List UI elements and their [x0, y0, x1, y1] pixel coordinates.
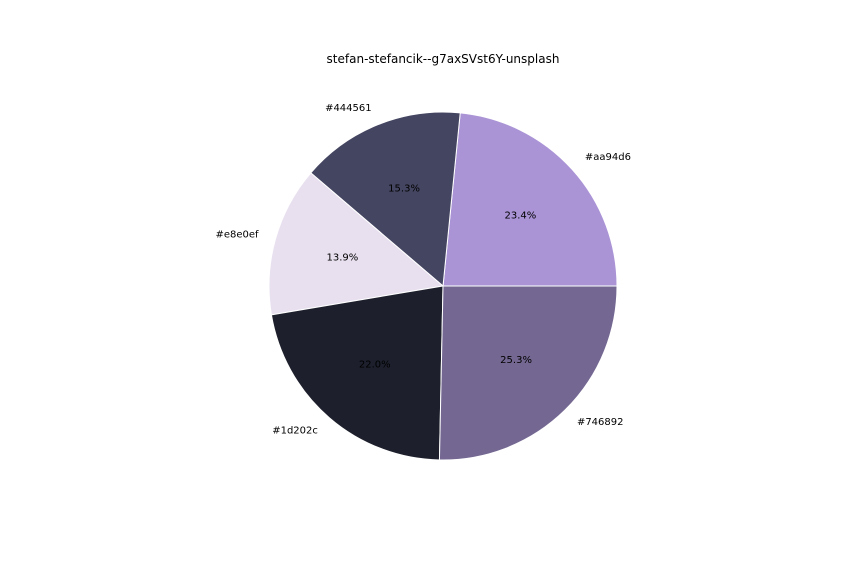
chart-title: stefan-stefancik--g7axSVst6Y-unsplash: [327, 52, 560, 66]
slice-percent-2: 13.9%: [327, 253, 359, 264]
slice-label-3: #1d202c: [272, 425, 318, 436]
slice-percent-1: 15.3%: [388, 184, 420, 195]
slice-percent-4: 25.3%: [500, 355, 532, 366]
pie-slice-3: [270, 285, 444, 461]
pie-slices: [268, 111, 618, 461]
slice-percent-0: 23.4%: [504, 210, 536, 221]
slice-label-2: #e8e0ef: [215, 229, 259, 240]
slice-label-1: #444561: [325, 103, 372, 114]
slice-label-0: #aa94d6: [585, 152, 631, 163]
pie-slice-2: [268, 172, 444, 316]
pie-slice-0: [442, 112, 618, 287]
pie-labels: #aa94d6 23.4% #444561 15.3% #e8e0ef 13.9% #1d2…: [215, 103, 630, 436]
pie-slice-1: [310, 111, 461, 287]
slice-label-4: #746892: [577, 417, 624, 428]
slice-percent-3: 22.0%: [359, 360, 391, 371]
pie-slice-4: [438, 285, 618, 461]
